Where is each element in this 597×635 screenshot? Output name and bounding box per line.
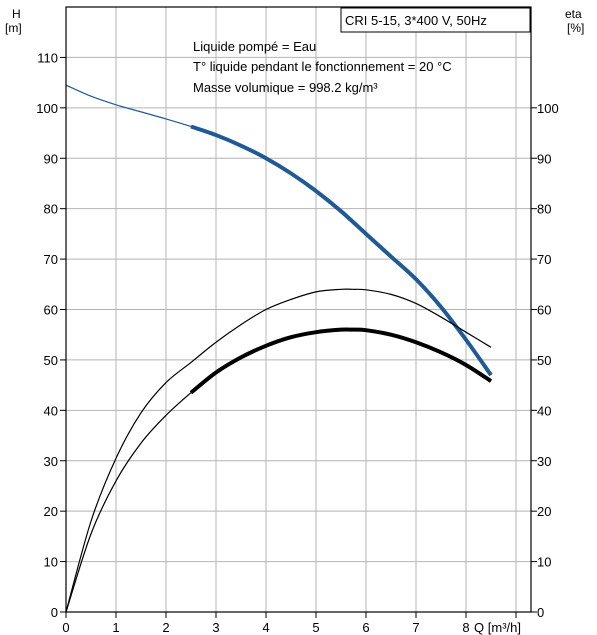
x-tick-label: 3: [212, 620, 219, 635]
series: [65, 84, 493, 613]
right-tick-label: 90: [537, 151, 551, 166]
x-tick-label: 7: [412, 620, 419, 635]
axis-ticks: 0102030405060708090100110010203040506070…: [36, 50, 558, 635]
annotation-temperature: T° liquide pendant le fonctionnement = 2…: [193, 59, 452, 74]
title-box-text: CRI 5-15, 3*400 V, 50Hz: [345, 13, 487, 28]
plot-frame: [65, 6, 532, 613]
x-tick-label: 2: [162, 620, 169, 635]
right-tick-label: 10: [537, 555, 551, 570]
left-axis-unit: [m]: [5, 21, 22, 35]
left-tick-label: 0: [51, 605, 58, 620]
right-tick-label: 0: [537, 605, 544, 620]
left-tick-label: 90: [44, 151, 58, 166]
left-tick-label: 80: [44, 202, 58, 217]
right-axis-unit: [%]: [567, 21, 584, 35]
series-0-duty-range: [190, 124, 493, 377]
left-tick-label: 40: [44, 403, 58, 418]
left-axis-label: H: [12, 7, 21, 21]
left-tick-label: 50: [44, 353, 58, 368]
left-tick-label: 70: [44, 252, 58, 267]
title-box-frame: [340, 7, 531, 33]
left-tick-label: 30: [44, 454, 58, 469]
x-tick-label: 5: [312, 620, 319, 635]
right-tick-label: 60: [537, 303, 551, 318]
x-tick-label: 6: [362, 620, 369, 635]
right-tick-label: 50: [537, 353, 551, 368]
left-tick-label: 60: [44, 303, 58, 318]
annotation-liquid: Liquide pompé = Eau: [193, 39, 316, 54]
annotation-density: Masse volumique = 998.2 kg/m³: [193, 80, 378, 95]
x-axis-label: Q [m³/h]: [474, 620, 521, 635]
right-tick-label: 20: [537, 504, 551, 519]
series-1-line: [65, 288, 492, 613]
right-tick-label: 100: [537, 101, 559, 116]
x-tick-label: 4: [262, 620, 269, 635]
left-tick-label: 100: [36, 101, 58, 116]
x-tick-label: 0: [62, 620, 69, 635]
right-tick-label: 30: [537, 454, 551, 469]
right-tick-label: 40: [537, 403, 551, 418]
left-tick-label: 10: [44, 555, 58, 570]
x-tick-label: 8: [462, 620, 469, 635]
right-tick-label: 80: [537, 202, 551, 217]
series-2-duty-range: [189, 327, 493, 395]
right-tick-label: 70: [537, 252, 551, 267]
x-tick-label: 1: [112, 620, 119, 635]
right-axis-label: eta: [565, 7, 582, 21]
left-tick-label: 110: [37, 50, 58, 65]
left-tick-label: 20: [44, 504, 58, 519]
